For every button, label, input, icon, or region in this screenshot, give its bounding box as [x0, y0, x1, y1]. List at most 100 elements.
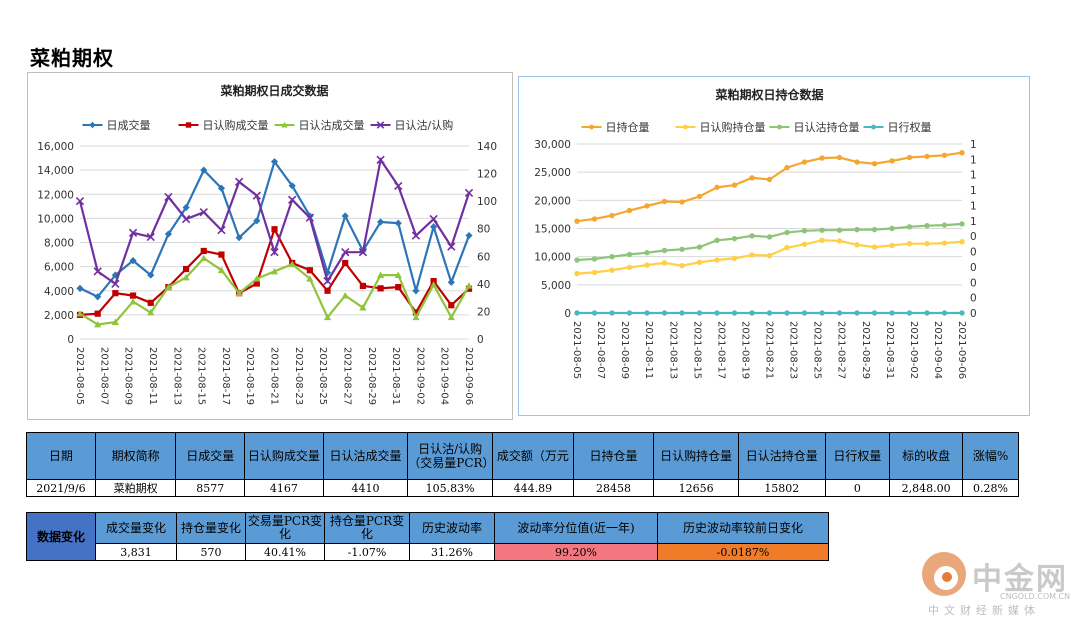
- data-point: [324, 287, 331, 294]
- y2-tick-label: 80: [477, 224, 490, 236]
- data-point: [182, 203, 190, 212]
- y-tick-label: 4,000: [44, 286, 74, 298]
- data-point: [854, 242, 860, 248]
- data-point: [217, 225, 226, 235]
- x-tick-label: 2021-08-07: [595, 321, 606, 379]
- data-point: [609, 310, 615, 316]
- header-cell: 成交额（万元: [492, 432, 574, 480]
- daily-volume-chart: 菜粕期权日成交数据 日成交量 日认购成交量 日认沽成交量 日认沽/认购 0 2,000 4,0…: [27, 72, 513, 420]
- data-point: [359, 304, 367, 311]
- data-point: [731, 182, 738, 188]
- logo-name: 中金网: [972, 562, 1068, 597]
- header-cell: 历史波动率: [409, 512, 495, 544]
- data-point: [358, 247, 368, 257]
- data-point: [359, 282, 367, 290]
- y-tick-label: 6,000: [44, 262, 74, 274]
- data-point: [609, 267, 615, 273]
- y-tick-label: 12,000: [37, 189, 74, 201]
- data-change-label: 数据变化: [26, 512, 96, 561]
- value-cell: 菜粕期权: [94, 479, 177, 497]
- x-tick-label: 2021-08-09: [123, 347, 134, 405]
- header-cell: 日认沽持仓量: [738, 432, 826, 480]
- y-tick-label: 10,000: [37, 213, 74, 225]
- data-point: [376, 218, 385, 226]
- legend-marker: [281, 121, 288, 128]
- data-point: [235, 289, 243, 297]
- value-cell: 2,848.00: [889, 479, 964, 497]
- header-cell: 日认沽/认购（交易量PCR）: [407, 432, 495, 480]
- y-tick-label: 0: [564, 308, 571, 320]
- data-point: [749, 310, 755, 316]
- x-tick-label: 2021-08-19: [739, 321, 750, 379]
- data-point: [819, 227, 825, 233]
- x-tick-label: 2021-08-21: [764, 321, 775, 379]
- table-row: 3,831 570 40.41% -1.07% 31.26% 99.20% -0…: [27, 543, 829, 561]
- data-point: [76, 310, 84, 317]
- value-cell: 105.83%: [407, 479, 493, 497]
- data-point: [376, 271, 385, 278]
- data-point: [93, 267, 102, 276]
- y2-tick-label: 1: [970, 200, 977, 212]
- data-point: [147, 308, 155, 316]
- data-point: [323, 276, 332, 286]
- y-tick-label: 0: [67, 334, 74, 346]
- data-point: [941, 152, 948, 158]
- data-point: [146, 232, 155, 242]
- data-point: [129, 292, 137, 299]
- data-point: [199, 208, 208, 217]
- data-point: [464, 188, 474, 198]
- data-point: [906, 154, 913, 161]
- header-cell: 日期: [26, 432, 96, 480]
- legend-marker: [589, 124, 594, 130]
- data-point: [341, 212, 349, 220]
- data-point: [253, 275, 261, 282]
- data-point: [465, 285, 473, 292]
- value-cell: 0.28%: [962, 479, 1019, 497]
- header-cell: 波动率分位值(近一年): [494, 512, 658, 544]
- x-tick-label: 2021-08-05: [74, 347, 85, 405]
- table-header-row: 数据变化 成交量变化 持仓量变化 交易量PCR变化 持仓量PCR变化 历史波动率…: [26, 512, 829, 561]
- value-cell: -1.07%: [324, 543, 410, 561]
- data-point: [784, 244, 790, 251]
- x-tick-label: 2021-08-17: [715, 321, 726, 379]
- data-point: [394, 181, 403, 191]
- legend-marker: [185, 122, 192, 128]
- value-cell: 40.41%: [245, 543, 325, 561]
- legend-label: 日认购成交量: [203, 118, 269, 132]
- value-cell: 444.89: [492, 479, 574, 497]
- logo-mark-icon: [922, 552, 966, 596]
- data-point: [200, 247, 207, 255]
- data-point: [430, 223, 438, 231]
- data-point: [574, 270, 580, 277]
- data-point: [906, 224, 913, 230]
- y2-tick-label: 1: [970, 185, 977, 197]
- data-point: [128, 228, 138, 238]
- data-point: [679, 310, 685, 316]
- value-cell: 31.26%: [409, 543, 495, 561]
- x-tick-label: 2021-09-04: [439, 347, 450, 405]
- header-cell: 日持仓量: [572, 432, 655, 480]
- data-point: [591, 269, 598, 276]
- y2-tick-label: 140: [477, 141, 497, 153]
- data-point: [182, 273, 190, 281]
- cngold-logo: 中金网 CNGOLD.COM.CN 中文财经新媒体: [920, 548, 1070, 618]
- data-point: [626, 251, 633, 258]
- legend-label: 日认购持仓量: [700, 120, 766, 134]
- data-point: [801, 310, 808, 316]
- data-point: [661, 247, 668, 254]
- header-cell: 持仓量变化: [176, 512, 246, 544]
- x-tick-label: 2021-09-06: [956, 321, 967, 379]
- data-point: [924, 310, 930, 316]
- x-tick-label: 2021-08-15: [196, 347, 207, 405]
- y-tick-label: 15,000: [534, 224, 571, 236]
- data-point: [679, 199, 685, 205]
- data-point: [854, 310, 860, 316]
- data-point: [411, 231, 421, 240]
- data-point: [306, 267, 313, 274]
- data-point: [731, 235, 738, 242]
- data-point: [412, 313, 420, 321]
- x-tick-label: 2021-08-13: [171, 347, 182, 405]
- data-point: [412, 309, 420, 316]
- data-point: [574, 218, 580, 224]
- data-point: [854, 159, 860, 165]
